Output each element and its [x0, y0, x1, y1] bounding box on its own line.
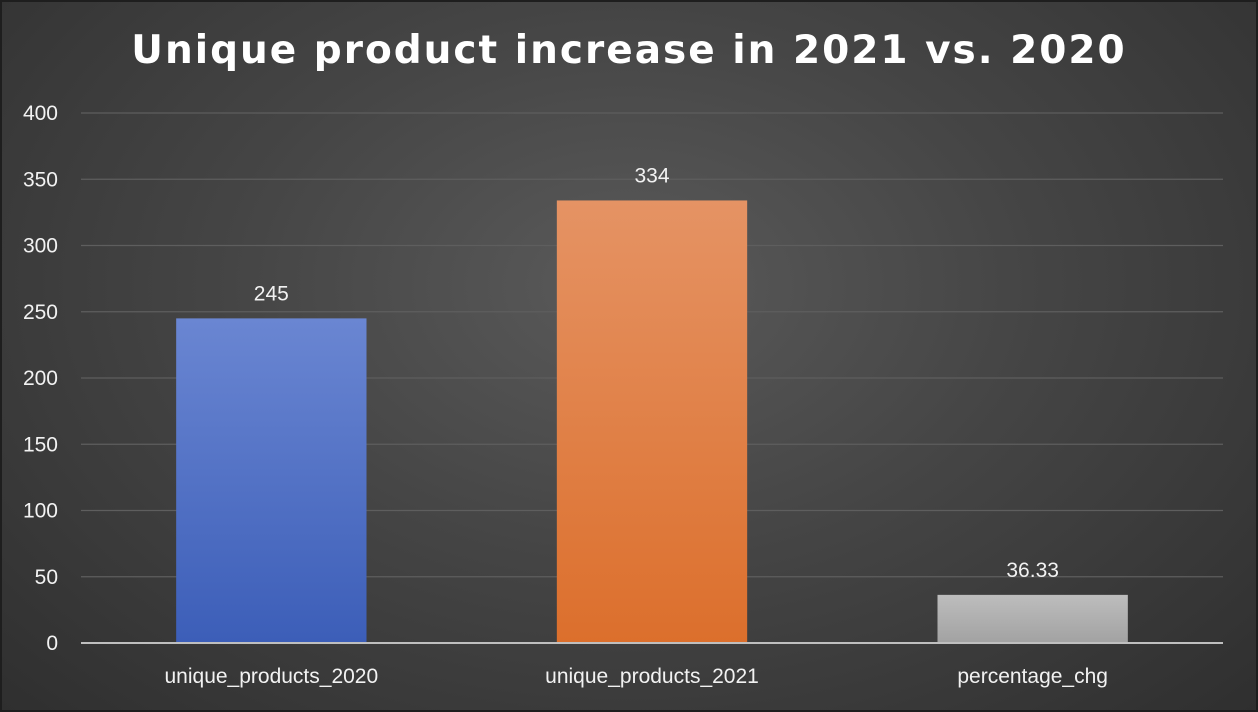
bar-unique_products_2021 [556, 200, 748, 643]
y-tick-label: 300 [23, 235, 58, 258]
y-tick-label: 400 [23, 102, 58, 125]
bars [176, 200, 1128, 643]
y-tick-label: 0 [46, 632, 58, 655]
y-tick-label: 250 [23, 301, 58, 324]
chart-title: Unique product increase in 2021 vs. 2020 [131, 28, 1127, 73]
x-tick-label: unique_products_2021 [545, 665, 759, 688]
y-tick-label: 100 [23, 500, 58, 523]
data-label-unique_products_2020: 245 [254, 282, 289, 305]
bar-percentage_chg [937, 594, 1128, 643]
y-tick-label: 200 [23, 367, 58, 390]
data-label-unique_products_2021: 334 [634, 164, 669, 187]
data-label-percentage_chg: 36.33 [1006, 559, 1059, 582]
x-tick-label: unique_products_2020 [164, 665, 378, 688]
bar-unique_products_2020 [176, 318, 367, 643]
labels: 0 50 100 150 200 250 300 350 400 245 unique_produc… [23, 102, 1108, 688]
y-tick-label: 150 [23, 433, 58, 456]
y-tick-label: 50 [35, 566, 58, 589]
x-tick-label: percentage_chg [957, 665, 1108, 688]
y-tick-label: 350 [23, 168, 58, 191]
